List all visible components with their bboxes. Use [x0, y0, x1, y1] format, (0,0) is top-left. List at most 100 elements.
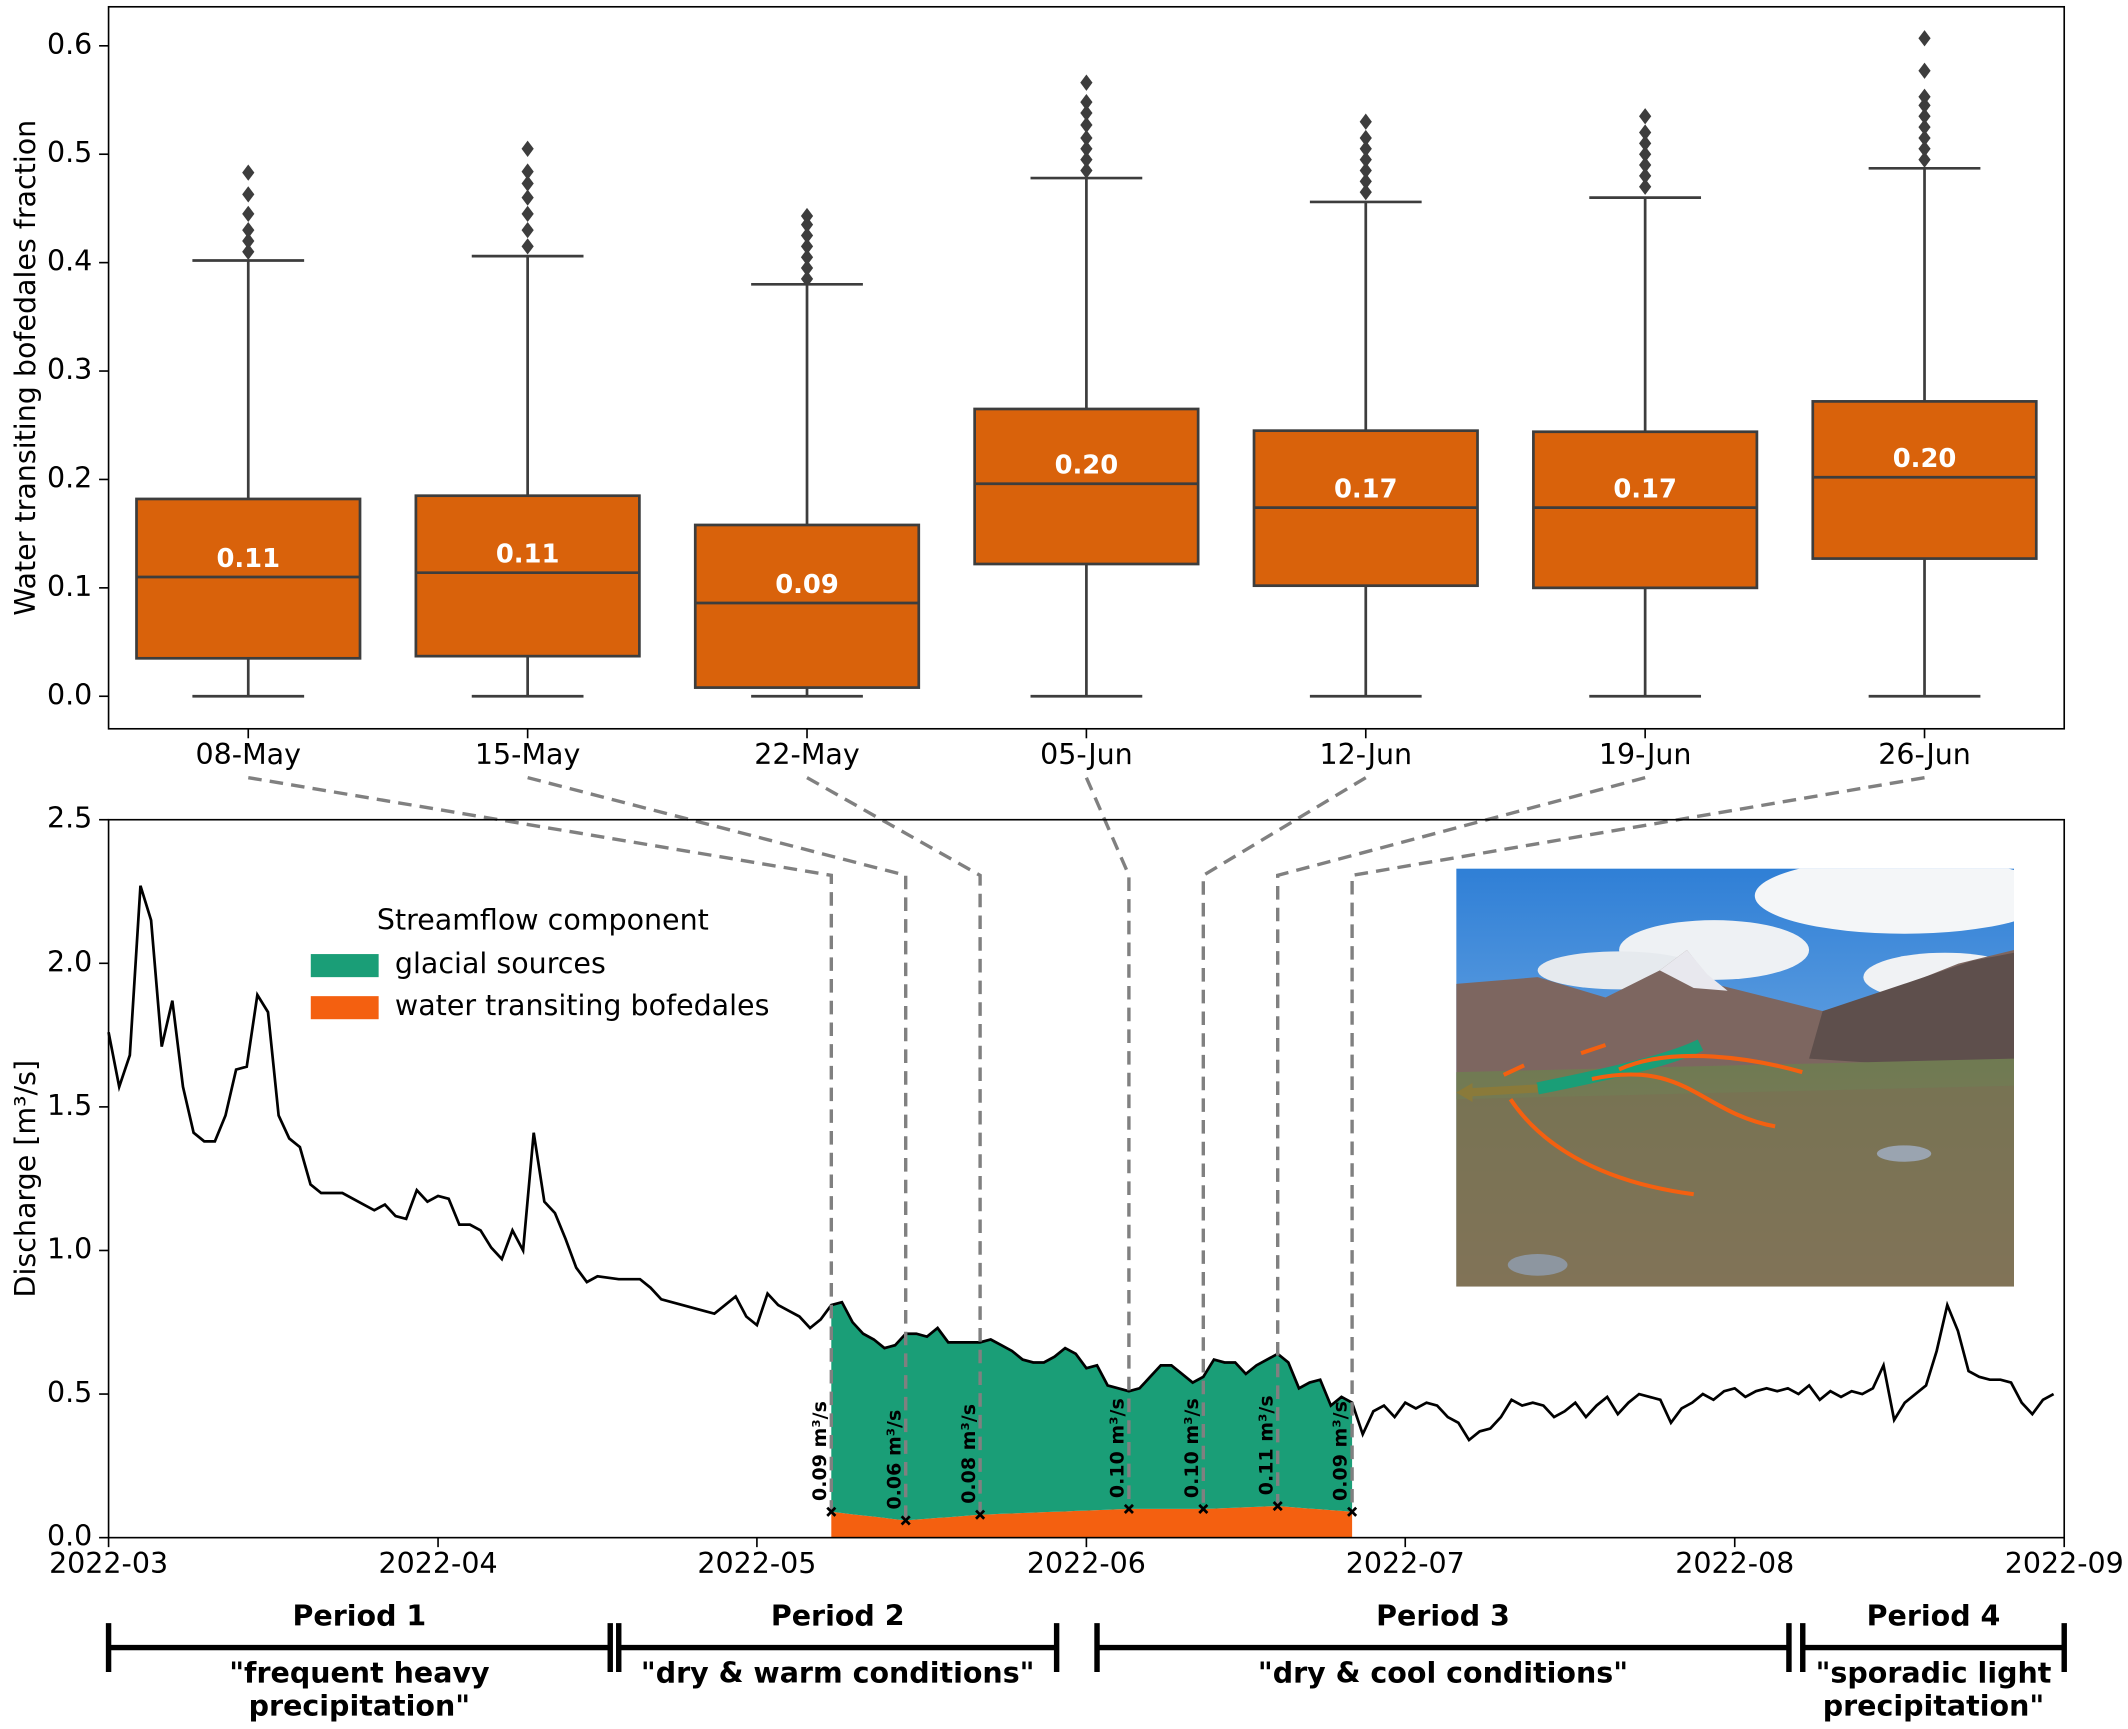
- marker-label: 0.10 m³/s: [1107, 1398, 1129, 1498]
- outlier: [242, 186, 255, 203]
- area: [831, 1302, 1353, 1521]
- outlier: [521, 163, 534, 180]
- marker: [1347, 1506, 1358, 1517]
- outlier: [1639, 146, 1652, 163]
- outlier: [1080, 104, 1093, 122]
- outlier: [521, 205, 534, 222]
- y-tick-label: 0.5: [47, 1376, 92, 1409]
- box: [135, 497, 362, 660]
- box: [1532, 430, 1759, 590]
- legend-label: glacial sources: [395, 947, 606, 980]
- box: [693, 523, 921, 689]
- marker: [826, 1506, 837, 1517]
- outlier: [1359, 113, 1372, 130]
- marker-label: 0.08 m³/s: [958, 1404, 980, 1504]
- outlier: [1639, 124, 1652, 141]
- y-tick-label: 0.4: [47, 245, 92, 278]
- outlier: [800, 216, 814, 233]
- connector: [806, 776, 982, 1515]
- x-tick-label: 2022-03: [49, 1547, 168, 1580]
- outlier: [1918, 62, 1931, 79]
- y-tick-label: 0.5: [47, 136, 92, 169]
- plot-layer: 0.09 m³/s 0.06 m³/s 0.08 m³/s 0.10 m³/s 0.10…: [107, 775, 2055, 1538]
- legend-swatch: [310, 954, 379, 978]
- connector: [247, 775, 834, 1512]
- y-tick-label: 1.5: [47, 1089, 92, 1122]
- y-tick-label: 0.0: [47, 1520, 92, 1553]
- marker-label: 0.11 m³/s: [1255, 1395, 1277, 1495]
- marker: [1272, 1501, 1283, 1512]
- discharge-line: [107, 885, 2055, 1443]
- outlier: [1359, 184, 1372, 201]
- outlier: [521, 238, 534, 255]
- outlier: [521, 175, 534, 192]
- y-tick-label: 0.1: [47, 570, 92, 603]
- y-tick-label: 0.0: [47, 678, 92, 711]
- marker-label: 0.10 m³/s: [1181, 1398, 1203, 1498]
- median-label: 0.11: [216, 544, 280, 574]
- axes-frame: [107, 818, 2066, 1539]
- outlier: [242, 243, 255, 260]
- median-label: 0.20: [1055, 451, 1119, 481]
- outlier: [521, 221, 534, 239]
- outlier: [800, 238, 814, 255]
- x-tick-label: 2022-08: [1675, 1547, 1794, 1580]
- marker-label: 0.06 m³/s: [883, 1410, 905, 1510]
- period-description: "frequent heavy: [229, 1657, 490, 1690]
- outlier: [1639, 135, 1652, 152]
- outlier: [1359, 173, 1372, 190]
- outlier: [242, 164, 255, 181]
- outlier: [1359, 129, 1372, 147]
- photo: [1456, 868, 2014, 1287]
- box: [1811, 400, 2038, 560]
- y-tick-label: 2.0: [47, 945, 92, 978]
- outlier: [1080, 151, 1093, 168]
- connector: [1350, 775, 1925, 1512]
- period-label: Period 4: [1867, 1600, 2001, 1633]
- period-description: "sporadic light: [1816, 1657, 2052, 1690]
- y-axis-label: Water transiting bofedales fraction: [9, 120, 42, 616]
- outlier: [242, 205, 255, 222]
- marker-label: 0.09 m³/s: [1330, 1401, 1352, 1501]
- outlier: [1918, 118, 1931, 136]
- outlier: [1080, 74, 1093, 91]
- x-tick-label: 19-Jun: [1599, 738, 1692, 771]
- median-label: 0.17: [1613, 474, 1677, 504]
- outlier: [1918, 88, 1931, 105]
- legend-label: water transiting bofedales: [395, 989, 770, 1022]
- period-description: "dry & cool conditions": [1258, 1657, 1628, 1690]
- y-tick-label: 0.6: [47, 28, 92, 61]
- x-tick-label: 2022-04: [379, 1547, 498, 1580]
- legend-swatch: [310, 996, 379, 1020]
- outlier: [521, 140, 534, 157]
- marker: [1123, 1503, 1134, 1514]
- x-tick-label: 2022-05: [697, 1547, 816, 1580]
- x-tick-label: 05-Jun: [1040, 738, 1133, 771]
- box: [973, 407, 1200, 566]
- period-description: precipitation": [1823, 1689, 2044, 1722]
- outlier: [1080, 94, 1093, 111]
- marker: [1198, 1503, 1209, 1514]
- x-tick-label: 12-Jun: [1319, 738, 1412, 771]
- outlier: [1639, 156, 1652, 174]
- marker-label: 0.09 m³/s: [809, 1401, 831, 1501]
- connector: [1201, 776, 1367, 1509]
- median-label: 0.17: [1334, 474, 1398, 504]
- outlier: [1918, 97, 1931, 114]
- median-label: 0.20: [1893, 444, 1957, 474]
- outlier: [1918, 151, 1931, 168]
- x-tick-label: 08-May: [196, 738, 302, 771]
- median-label: 0.11: [496, 540, 560, 570]
- y-tick-label: 0.2: [47, 461, 92, 494]
- outlier: [521, 189, 534, 206]
- x-tick-label: 2022-07: [1346, 1547, 1465, 1580]
- connector: [1084, 776, 1131, 1509]
- axes-frame: [107, 5, 2066, 730]
- y-tick-label: 1.0: [47, 1232, 92, 1265]
- connector: [1276, 776, 1646, 1507]
- outlier: [1918, 108, 1931, 125]
- outlier: [1080, 116, 1093, 134]
- y-tick-label: 0.3: [47, 353, 92, 386]
- period-description: precipitation": [249, 1689, 470, 1722]
- outlier: [800, 227, 814, 244]
